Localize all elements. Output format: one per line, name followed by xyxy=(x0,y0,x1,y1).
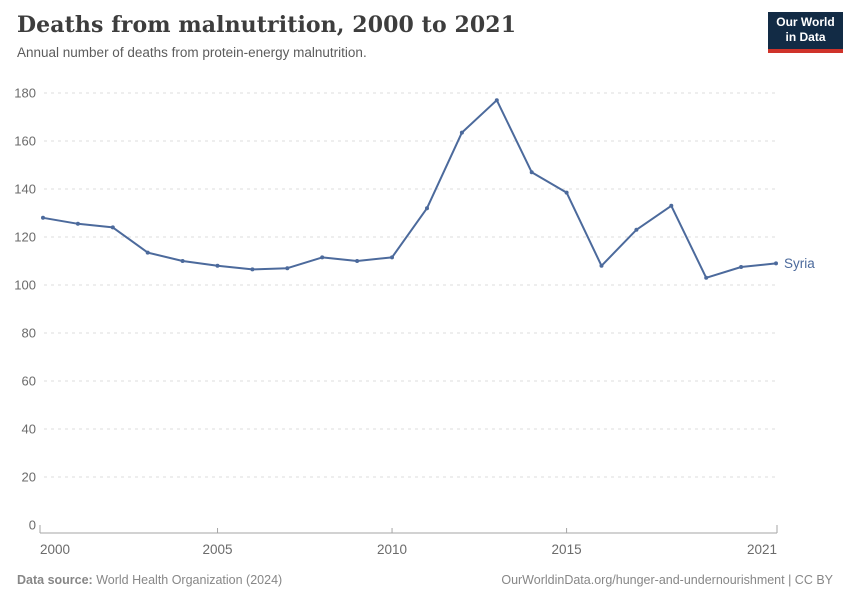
data-point-2019[interactable] xyxy=(704,275,709,280)
y-tick-label-140: 140 xyxy=(14,182,36,197)
x-tick-label-2021: 2021 xyxy=(747,542,777,557)
data-point-2000[interactable] xyxy=(41,215,45,220)
data-source: Data source: World Health Organization (… xyxy=(17,573,282,587)
data-point-2018[interactable] xyxy=(669,203,674,208)
x-axis xyxy=(39,525,778,534)
x-tick-label-2000: 2000 xyxy=(40,542,70,557)
data-source-label: Data source: xyxy=(17,573,93,587)
y-tick-label-80: 80 xyxy=(22,326,36,341)
data-point-2004[interactable] xyxy=(180,259,185,263)
y-tick-label-180: 180 xyxy=(14,86,36,101)
data-point-2003[interactable] xyxy=(145,250,150,255)
data-source-value: World Health Organization (2024) xyxy=(96,573,283,587)
x-tick-label-2015: 2015 xyxy=(552,542,582,557)
data-point-2001[interactable] xyxy=(75,221,80,226)
data-point-2014[interactable] xyxy=(529,170,534,175)
owid-logo-line2: in Data xyxy=(785,30,826,44)
data-point-2021[interactable] xyxy=(774,261,778,266)
owid-logo-line1: Our World xyxy=(776,15,835,29)
data-point-2007[interactable] xyxy=(285,266,290,271)
series-label-syria[interactable]: Syria xyxy=(784,256,815,271)
y-tick-label-20: 20 xyxy=(22,470,36,485)
data-point-2002[interactable] xyxy=(110,225,115,230)
y-tick-labels: 0 20 40 60 80 100 120 140 160 180 xyxy=(14,86,36,533)
y-tick-label-160: 160 xyxy=(14,134,36,149)
y-gridlines xyxy=(44,92,777,478)
data-point-2009[interactable] xyxy=(355,259,360,263)
page-subtitle: Annual number of deaths from protein-ene… xyxy=(17,45,367,60)
y-tick-label-40: 40 xyxy=(22,422,36,437)
series-line-syria[interactable] xyxy=(42,99,777,279)
series-points-syria[interactable] xyxy=(41,98,778,280)
data-point-2008[interactable] xyxy=(320,255,325,260)
data-point-2013[interactable] xyxy=(494,98,499,103)
chart-header: Deaths from malnutrition, 2000 to 2021 A… xyxy=(17,12,737,60)
data-point-2015[interactable] xyxy=(564,190,569,195)
x-tick-label-2005: 2005 xyxy=(203,542,233,557)
data-point-2006[interactable] xyxy=(250,267,255,272)
data-point-2011[interactable] xyxy=(425,206,429,211)
owid-logo: Our World in Data xyxy=(768,12,843,53)
x-tick-label-2010: 2010 xyxy=(377,542,407,557)
data-point-2012[interactable] xyxy=(459,130,464,135)
page-title: Deaths from malnutrition, 2000 to 2021 xyxy=(17,12,517,38)
x-tick-labels: 2000 2005 2010 2015 2021 xyxy=(40,542,777,557)
data-point-2016[interactable] xyxy=(599,263,604,268)
chart-footer: Data source: World Health Organization (… xyxy=(0,573,850,587)
data-point-2017[interactable] xyxy=(634,227,639,232)
y-tick-label-120: 120 xyxy=(14,230,36,245)
credit-link[interactable]: OurWorldinData.org/hunger-and-undernouri… xyxy=(501,573,833,587)
y-tick-label-0: 0 xyxy=(29,518,36,533)
y-tick-label-60: 60 xyxy=(22,374,36,389)
data-point-2005[interactable] xyxy=(215,263,220,268)
data-point-2010[interactable] xyxy=(390,255,394,260)
data-point-2020[interactable] xyxy=(739,265,744,269)
y-tick-label-100: 100 xyxy=(14,278,36,293)
